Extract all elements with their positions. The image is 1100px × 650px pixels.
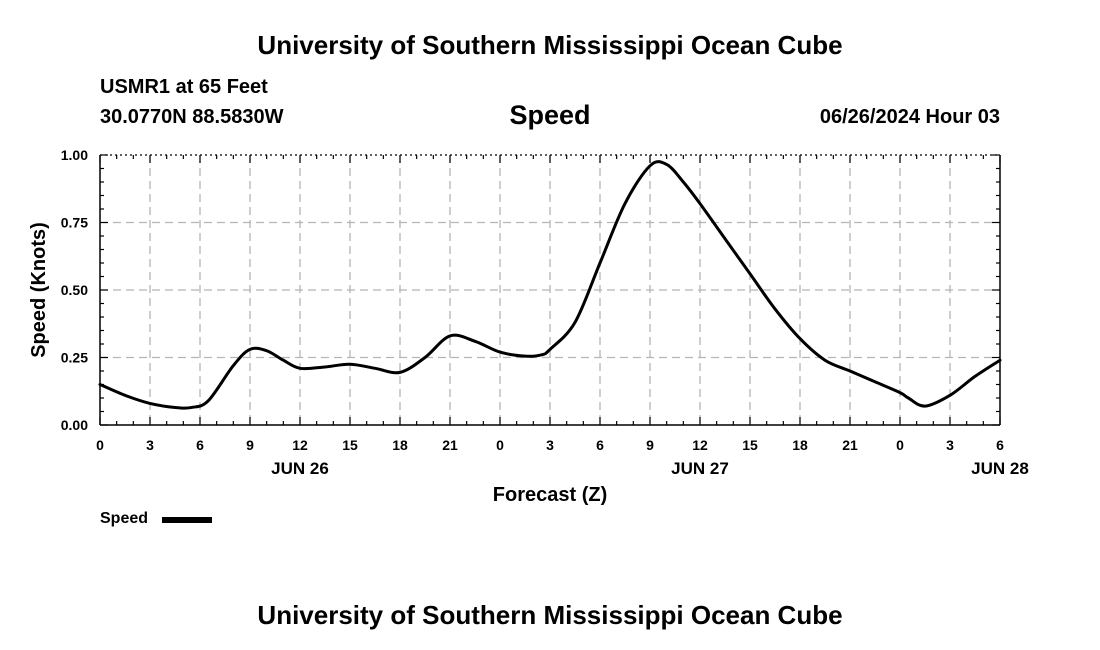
y-tick-label: 1.00 [61,147,88,163]
x-tick-label: 12 [292,437,308,453]
x-tick-label: 9 [646,437,654,453]
chart-subtitle: Speed [509,100,591,130]
station-label: USMR1 at 65 Feet [100,76,268,98]
x-tick-label: 6 [196,437,204,453]
x-tick-label: 3 [146,437,154,453]
y-tick-label: 0.75 [61,215,88,231]
footer-title: University of Southern Mississippi Ocean… [257,600,843,630]
series-line-speed [98,160,1002,410]
x-tick-label: 18 [392,437,408,453]
legend-label: Speed [100,510,149,527]
y-tick-label: 0.00 [61,417,88,433]
y-tick-label: 0.25 [61,350,88,366]
x-tick-label: 15 [742,437,758,453]
x-tick-label: 0 [496,437,504,453]
x-tick-label: 6 [996,437,1004,453]
x-axis-label: Forecast (Z) [493,484,607,506]
x-tick-label: 6 [596,437,604,453]
x-tick-label: 21 [842,437,858,453]
date-label: JUN 27 [671,459,729,478]
x-tick-label: 12 [692,437,708,453]
x-tick-label: 3 [946,437,954,453]
x-tick-label: 0 [896,437,904,453]
labels-layer: 0 3 6 9 12 15 18 21 0 3 6 9 12 15 18 21 0 3 6 0.00 0.25 0.50 0… [28,147,1029,506]
x-tick-label: 3 [546,437,554,453]
x-tick-label: 18 [792,437,808,453]
date-label: JUN 26 [271,459,329,478]
chart-title: University of Southern Mississippi Ocean… [257,30,843,60]
y-tick-label: 0.50 [61,282,88,298]
axes-layer [99,154,1001,426]
x-tick-label: 21 [442,437,458,453]
y-axis-label: Speed (Knots) [28,222,50,358]
x-tick-label: 9 [246,437,254,453]
date-label: JUN 28 [971,459,1029,478]
coordinates-label: 30.0770N 88.5830W [100,106,284,128]
series-layer [98,160,1002,410]
datetime-label: 06/26/2024 Hour 03 [819,106,1000,128]
x-tick-label: 0 [96,437,104,453]
x-tick-label: 15 [342,437,358,453]
grid-layer [100,154,1000,425]
legend-swatch [162,517,212,523]
